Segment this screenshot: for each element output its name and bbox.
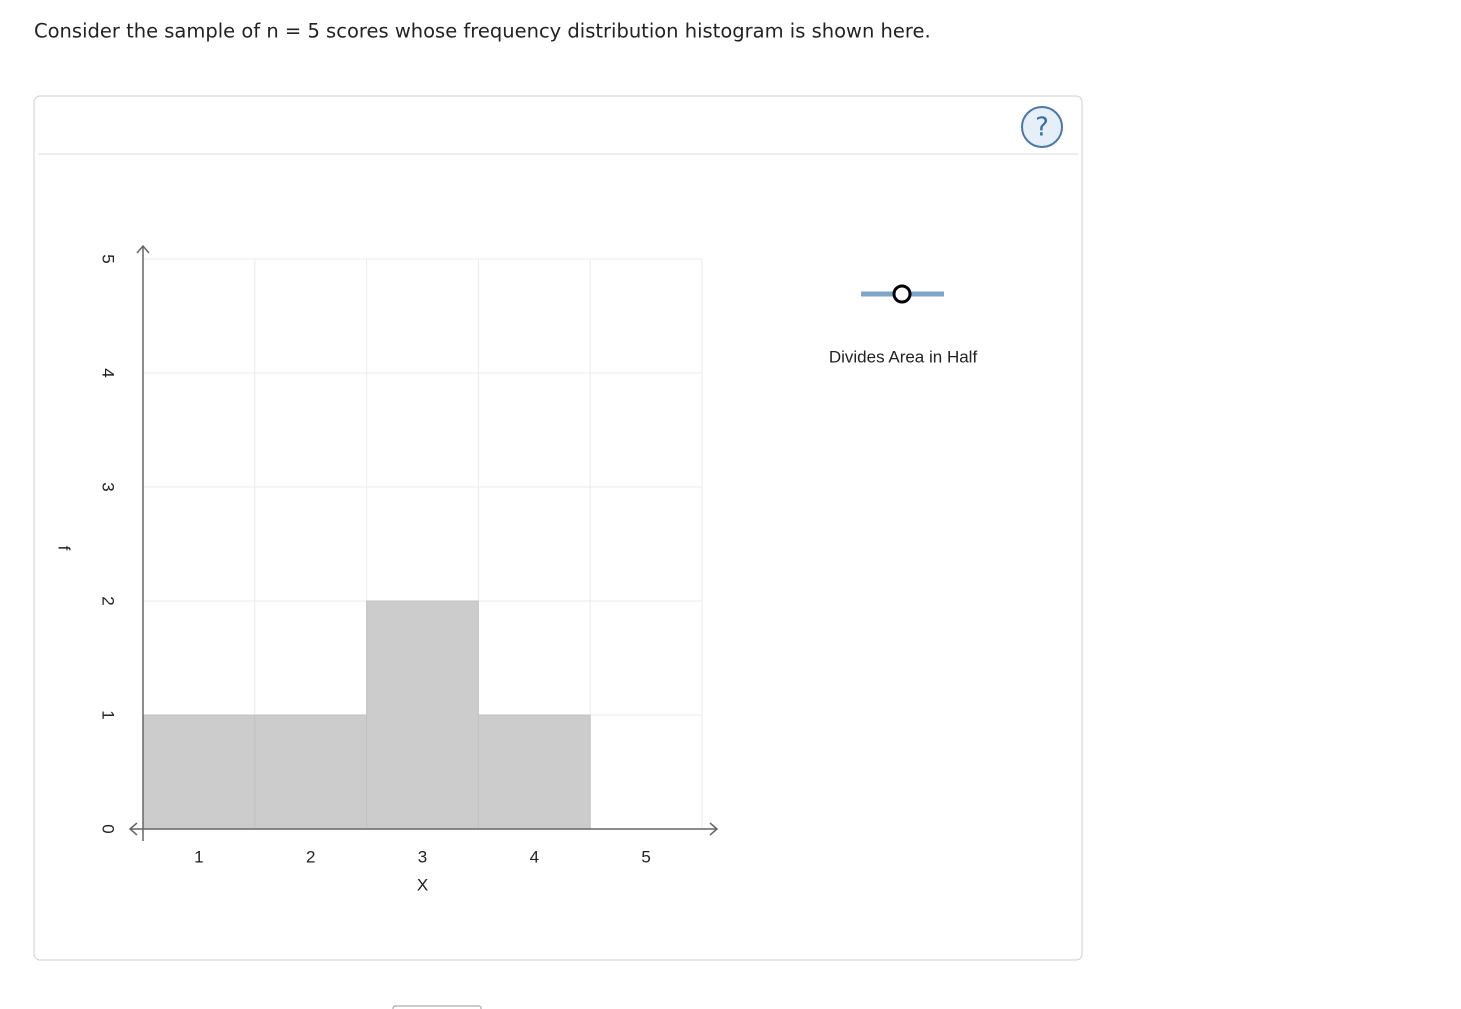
plot: 0 1 2 3 4 5 1 2 3 4 5 Xf (55, 244, 719, 894)
tool-handle[interactable] (892, 284, 912, 304)
x-tick-label: 1 (194, 847, 203, 866)
help-button[interactable]: ? (1021, 106, 1063, 148)
x-tick-label: 5 (641, 847, 650, 866)
y-tick-label: 4 (99, 368, 118, 377)
x-tick-label: 4 (530, 847, 539, 866)
tool-label: Divides Area in Half (829, 347, 978, 366)
bar (477, 714, 591, 830)
button[interactable] (392, 1005, 482, 1009)
y-tick-label: 5 (99, 254, 118, 263)
y-tick-label: 1 (99, 710, 118, 719)
x-tick-label: 3 (418, 847, 427, 866)
y-tick-label: 2 (99, 596, 118, 605)
help-circle[interactable] (1021, 106, 1063, 148)
question: Consider the sample of n = 5 scores whos… (34, 20, 931, 43)
y-axis-label: f (55, 546, 74, 551)
x-axis-arrow (709, 822, 719, 836)
bar (366, 600, 479, 830)
help-icon[interactable]: ? (1035, 113, 1049, 143)
bar (142, 714, 256, 830)
median-tool[interactable] (861, 284, 944, 304)
x-axis-label: X (417, 875, 428, 894)
y-axis-arrow (136, 244, 150, 254)
x-axis-arrow (128, 822, 138, 836)
graph-panel (33, 95, 1083, 961)
y-tick-label: 0 (99, 824, 118, 833)
x-tick-label: 2 (306, 847, 315, 866)
y-tick-label: 3 (99, 482, 118, 491)
bar (254, 714, 368, 830)
